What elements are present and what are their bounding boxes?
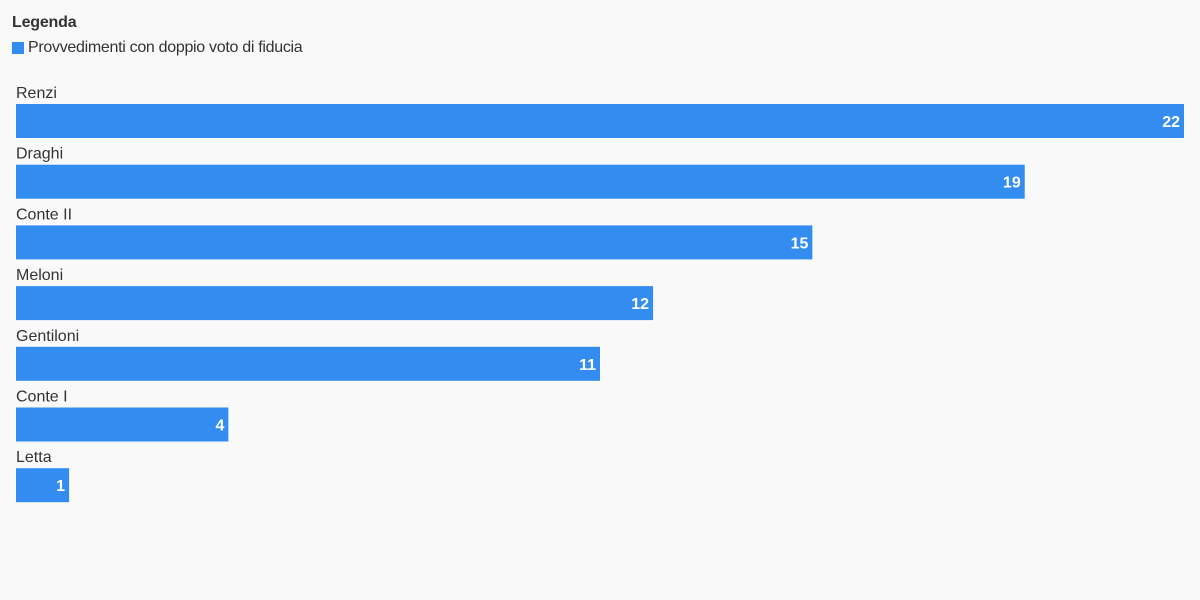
bar-value-label: 1 [56,478,65,495]
legend-entry: Provvedimenti con doppio voto di fiducia [12,38,303,58]
category-label: Meloni [16,267,63,284]
bar [16,225,813,260]
bar [16,286,654,321]
bar [16,346,600,381]
bar [16,104,1184,138]
bar-value-label: 22 [1162,114,1180,131]
bar-value-label: 12 [631,296,649,313]
bar-value-label: 11 [579,357,596,374]
category-label: Gentiloni [16,328,79,345]
bar-value-label: 4 [215,418,224,435]
legend-swatch [12,42,24,54]
legend-title: Legenda [12,14,77,31]
category-label: Draghi [16,146,63,163]
category-label: Conte I [16,389,68,406]
bar-value-label: 15 [791,235,809,252]
category-label: Letta [16,449,52,466]
bar-value-label: 19 [1003,175,1021,192]
bar [16,407,229,442]
bar [16,468,70,503]
category-label: Conte II [16,206,72,223]
category-label: Renzi [16,85,57,102]
legend-label: Provvedimenti con doppio voto di fiducia [28,39,303,56]
bar [16,164,1025,199]
